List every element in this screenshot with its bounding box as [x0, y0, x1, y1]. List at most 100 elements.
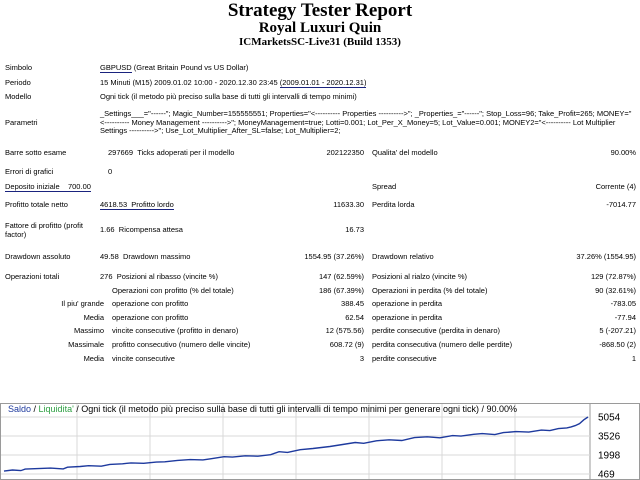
total-trades-label: Operazioni totali — [5, 271, 60, 281]
gross-profit-value: 11633.30 — [333, 199, 364, 209]
report-title: Strategy Tester Report — [227, 0, 413, 21]
largest-label: Il piu' grande — [61, 299, 104, 309]
y-tick-label: 469 — [598, 470, 615, 480]
params-label: Parametri — [5, 117, 38, 127]
rel-drawdown-label: Drawdown relativo — [372, 251, 434, 261]
deposit-label: Deposito iniziale — [5, 181, 60, 191]
server-build: ICMarketsSC-Live31 (Build 1353) — [239, 36, 401, 48]
model-value: Ogni tick (il metodo più preciso sulla b… — [100, 91, 357, 101]
short-pos-label: Posizioni al ribasso (vincite %) — [116, 271, 218, 281]
row-params: Parametri _Settings___="------"; Magic_N… — [0, 105, 640, 141]
row-bars: Barre sotto esame 297669 Ticks adoperati… — [0, 141, 640, 165]
y-tick-labels: 5054 3526 1998 469 — [598, 413, 621, 480]
ticks-label: Ticks adoperati per il modello — [137, 147, 235, 157]
row-errors: Errori di grafici 0 — [0, 165, 640, 180]
legend-liquidita: Liquidita' — [38, 404, 74, 414]
avg-consec-win-value: 3 — [359, 353, 364, 363]
y-tick-label: 1998 — [598, 450, 621, 461]
maximal-consec-loss-value: -868.50 (2) — [599, 339, 636, 349]
period-label: Periodo — [5, 78, 31, 88]
gross-loss-label: Perdita lorda — [372, 199, 415, 209]
chart-legend: Saldo / Liquidita' / Ogni tick (il metod… — [8, 404, 517, 414]
row-period: Periodo 15 Minuti (M15) 2009.01.02 10:00… — [0, 78, 640, 89]
row-profit-factor: Fattore di profitto (profit factor) 1.66… — [0, 216, 640, 245]
rel-drawdown-value: 37.26% (1554.95) — [576, 251, 636, 261]
legend-saldo: Saldo — [8, 404, 32, 414]
symbol-desc: (Great Britain Pound vs US Dollar) — [131, 62, 249, 72]
average-profit-label: operazione con profitto — [112, 312, 189, 322]
y-tick-label: 5054 — [598, 413, 621, 424]
profit-trades-label: Operazioni con profitto (% del totale) — [112, 286, 234, 296]
net-profit-text: 4618.53 Profitto lordo — [100, 199, 174, 210]
row-symbol: Simbolo GBPUSD (Great Britain Pound vs U… — [0, 58, 640, 78]
expected-payoff-label: Ricompensa attesa — [118, 225, 183, 235]
profit-trades-value: 186 (67.39%) — [318, 286, 364, 296]
legend-desc: / Ogni tick (il metodo più preciso sulla… — [73, 404, 517, 414]
deposit-text: Deposito iniziale 700.00 — [5, 181, 91, 192]
maximal-consec-label: Massimale — [68, 339, 104, 349]
avg-consec-loss-value: 1 — [631, 353, 636, 363]
gross-profit-label: Profitto lordo — [131, 199, 174, 209]
average-loss-value: -77.94 — [614, 312, 636, 322]
row-deposit: Deposito iniziale 700.00 Spread Corrente… — [0, 180, 640, 194]
average-loss-label: operazione in perdita — [372, 312, 443, 322]
loss-trades-label: Operazioni in perdita (% del totale) — [372, 286, 488, 296]
maximal-consec-win-label: profitto consecutivo (numero delle vinci… — [112, 339, 251, 349]
short-pos-value: 147 (62.59%) — [318, 271, 364, 281]
model-label: Modello — [5, 91, 32, 101]
errors-label: Errori di grafici — [5, 167, 54, 177]
abs-drawdown-value: 49.58 — [100, 251, 119, 261]
maximal-consec-win-value: 608.72 (9) — [329, 339, 364, 349]
balance-series-line — [3, 416, 589, 472]
long-pos-value: 129 (72.87%) — [590, 271, 636, 281]
net-profit-value: 4618.53 — [100, 199, 128, 209]
symbol-value: GBPUSD (Great Britain Pound vs US Dollar… — [96, 58, 640, 78]
max-consec-win-value: 12 (575.56) — [325, 326, 364, 336]
row-maximal-consec: Massimale profitto consecutivo (numero d… — [0, 338, 640, 352]
loss-trades-value: 90 (32.61%) — [595, 286, 636, 296]
deposit-cell: Deposito iniziale 700.00 — [0, 180, 256, 194]
row-drawdown: Drawdown assoluto 49.58 Drawdown massimo… — [0, 245, 640, 269]
spread-label: Spread — [372, 181, 397, 191]
report-table: Simbolo GBPUSD (Great Britain Pound vs U… — [0, 58, 640, 366]
symbol-code: GBPUSD — [100, 62, 132, 73]
errors-value: 0 — [108, 167, 113, 177]
abs-drawdown-cell: 49.58 Drawdown massimo — [96, 245, 256, 269]
long-pos-label: Posizioni al rialzo (vincite %) — [372, 271, 468, 281]
bars-label: Barre sotto esame — [5, 147, 67, 157]
symbol-label: Simbolo — [5, 62, 33, 72]
largest-profit-value: 388.45 — [341, 299, 364, 309]
max-consec-loss-label: perdite consecutive (perdita in denaro) — [372, 326, 500, 336]
average-profit-value: 62.54 — [345, 312, 364, 322]
ticks-value: 202122350 — [326, 147, 364, 157]
params-value: _Settings___="------"; Magic_Number=1555… — [100, 109, 632, 136]
avg-consec-loss-label: perdite consecutive — [372, 353, 437, 363]
largest-profit-label: operazione con profitto — [112, 299, 189, 309]
max-consec-win-label: vincite consecutive (profitto in denaro) — [112, 326, 239, 336]
avg-consec-win-label: vincite consecutive — [112, 353, 175, 363]
max-drawdown-label: Drawdown massimo — [122, 251, 191, 261]
bars-value: 297669 — [108, 147, 134, 157]
total-trades-cell: 276 Posizioni al ribasso (vincite %) — [96, 269, 256, 285]
chart-grid — [1, 404, 590, 479]
profit-factor-value: 1.66 — [100, 225, 115, 235]
expert-name: Royal Luxuri Quin — [258, 20, 382, 36]
balance-chart: 5054 3526 1998 469 — [0, 403, 640, 480]
profit-factor-label: Fattore di profitto (profit factor) — [5, 220, 83, 239]
deposit-value: 700.00 — [67, 181, 91, 191]
row-avg-consec: Media vincite consecutive 3 perdite cons… — [0, 352, 640, 366]
net-profit-cell: 4618.53 Profitto lordo — [96, 194, 256, 216]
largest-loss-value: -783.05 — [610, 299, 636, 309]
abs-drawdown-label: Drawdown assoluto — [5, 251, 71, 261]
row-trades: Operazioni totali 276 Posizioni al ribas… — [0, 269, 640, 285]
average-label: Media — [83, 312, 104, 322]
row-average: Media operazione con profitto 62.54 oper… — [0, 311, 640, 325]
legend-sep: / — [31, 404, 39, 414]
row-largest: Il piu' grande operazione con profitto 3… — [0, 298, 640, 311]
gross-loss-value: -7014.77 — [606, 199, 636, 209]
max-drawdown-value: 1554.95 (37.26%) — [304, 251, 364, 261]
y-tick-label: 3526 — [598, 431, 621, 442]
expected-payoff-value: 16.73 — [345, 225, 364, 235]
chart-frame — [0, 403, 640, 480]
max-consec-loss-value: 5 (-207.21) — [599, 326, 636, 336]
